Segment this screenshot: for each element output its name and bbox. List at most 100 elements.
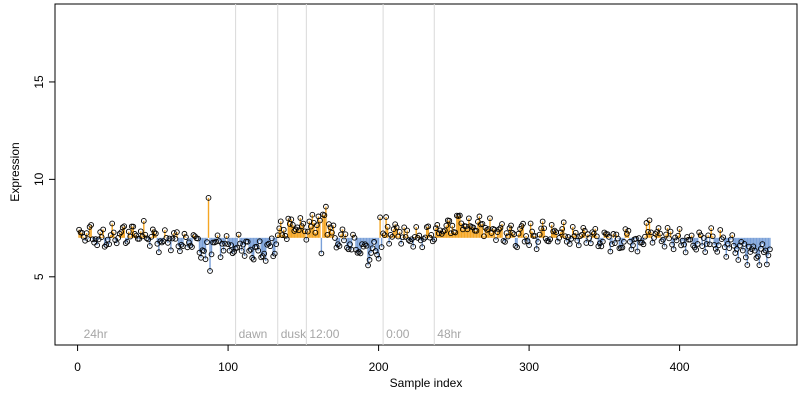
data-point xyxy=(121,223,128,230)
data-point xyxy=(169,235,176,242)
data-point xyxy=(301,228,308,235)
data-point xyxy=(178,241,185,248)
data-point xyxy=(512,243,519,249)
data-point xyxy=(241,253,248,259)
data-point xyxy=(189,244,195,250)
data-point xyxy=(295,227,302,234)
data-point xyxy=(384,223,391,230)
data-point xyxy=(666,235,672,242)
marker-label: 48hr xyxy=(437,327,461,341)
data-point xyxy=(261,250,268,257)
data-point xyxy=(741,241,748,247)
data-point xyxy=(231,248,237,255)
data-point xyxy=(527,220,534,227)
data-point xyxy=(578,232,585,238)
data-point xyxy=(390,226,397,233)
data-point xyxy=(303,236,310,243)
data-point xyxy=(137,228,144,235)
data-point xyxy=(330,222,337,229)
data-point xyxy=(446,217,453,224)
data-point xyxy=(314,222,320,229)
data-point xyxy=(386,240,392,247)
data-point xyxy=(318,250,325,257)
data-point xyxy=(383,214,389,220)
data-point xyxy=(297,215,304,221)
data-point xyxy=(443,222,450,229)
data-point xyxy=(508,222,514,229)
data-point xyxy=(234,244,240,251)
data-point xyxy=(166,235,173,242)
data-point xyxy=(435,230,442,237)
data-point xyxy=(238,247,245,254)
data-point xyxy=(363,242,370,249)
data-point xyxy=(655,225,662,231)
data-point xyxy=(350,231,356,238)
data-point xyxy=(473,227,480,234)
data-point xyxy=(323,203,329,210)
data-point xyxy=(377,214,383,221)
marker-lines xyxy=(235,4,435,345)
data-point xyxy=(417,237,424,244)
data-point xyxy=(634,248,641,255)
data-point xyxy=(715,242,722,249)
data-point xyxy=(288,216,295,223)
data-point xyxy=(124,238,131,245)
data-point xyxy=(606,234,612,240)
data-point xyxy=(82,237,88,244)
data-point xyxy=(466,215,472,222)
data-point xyxy=(664,225,671,231)
data-point xyxy=(506,225,513,232)
data-point xyxy=(630,242,636,249)
data-point xyxy=(589,229,596,236)
data-point xyxy=(342,231,349,238)
x-axis: 0 100 200 300 400 xyxy=(74,345,690,374)
data-point xyxy=(514,244,520,251)
data-point xyxy=(309,211,316,218)
data-point xyxy=(413,224,420,230)
data-point xyxy=(283,236,290,242)
data-point xyxy=(718,236,725,242)
data-point xyxy=(381,232,388,238)
data-point xyxy=(131,231,138,237)
data-point xyxy=(744,262,751,268)
data-point xyxy=(336,243,343,249)
data-point xyxy=(289,222,296,228)
data-point xyxy=(476,213,483,220)
data-point xyxy=(393,224,400,231)
data-point xyxy=(335,241,341,248)
data-point xyxy=(347,241,353,248)
data-point xyxy=(341,237,347,244)
data-point xyxy=(577,233,584,239)
data-point xyxy=(220,247,227,254)
data-point xyxy=(398,240,405,247)
data-point xyxy=(183,234,189,240)
data-point xyxy=(416,232,423,239)
data-point xyxy=(586,235,593,241)
data-point xyxy=(228,242,234,248)
data-point xyxy=(764,261,770,268)
data-point xyxy=(237,240,243,247)
data-point xyxy=(187,242,194,249)
data-point xyxy=(380,230,386,237)
data-point xyxy=(262,258,269,264)
data-point xyxy=(658,238,665,245)
data-point xyxy=(452,229,459,236)
data-point xyxy=(100,226,107,233)
data-point xyxy=(730,242,737,249)
data-point xyxy=(127,233,134,240)
y-tick-label: 15 xyxy=(32,75,46,89)
marker-label: dusk xyxy=(281,327,307,341)
data-point xyxy=(357,250,364,257)
data-point xyxy=(682,249,689,256)
data-point xyxy=(92,236,99,242)
data-point xyxy=(125,228,132,235)
marker-label: dawn xyxy=(239,327,268,341)
data-point xyxy=(163,234,170,241)
data-point xyxy=(249,255,256,261)
data-point xyxy=(362,241,368,248)
x-axis-title: Sample index xyxy=(390,376,463,390)
data-point xyxy=(541,225,547,232)
data-point xyxy=(767,246,773,253)
data-point xyxy=(181,230,188,237)
data-point xyxy=(76,226,82,233)
